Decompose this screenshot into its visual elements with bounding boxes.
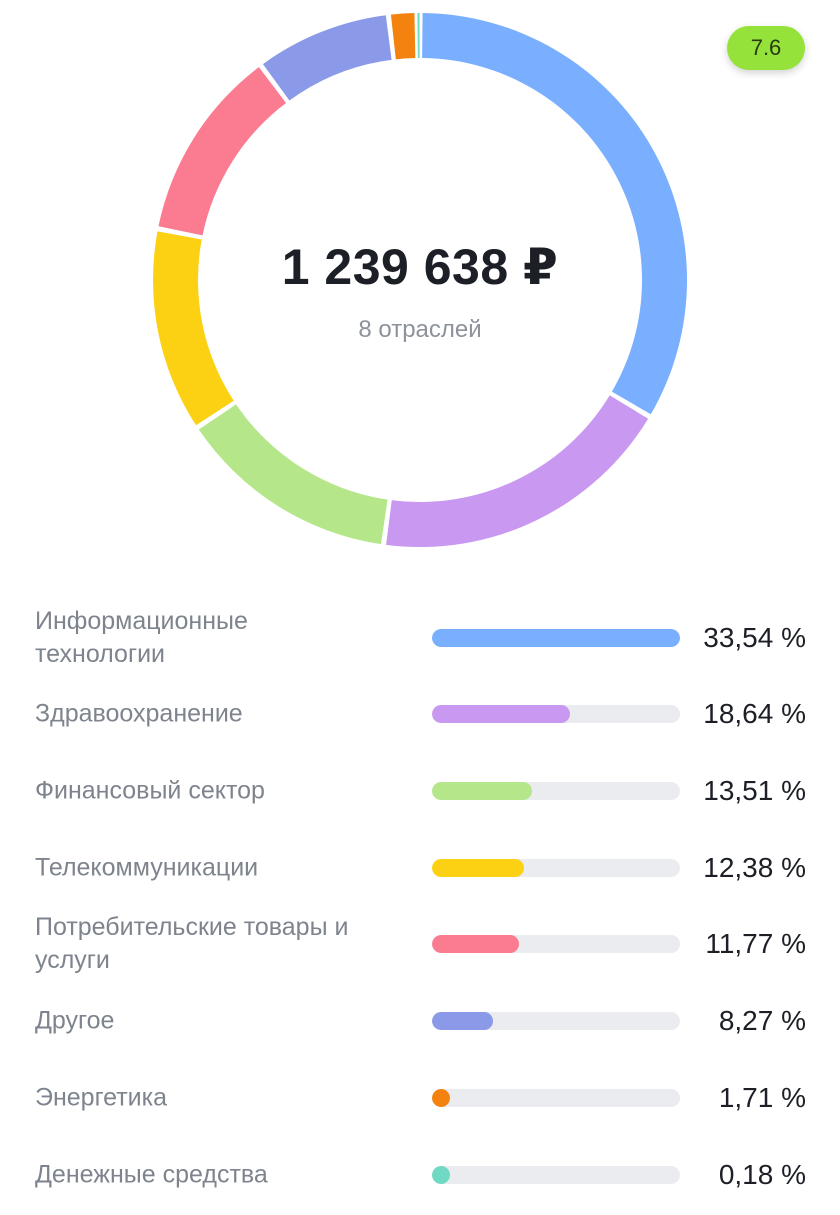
donut-slice[interactable]: [198, 404, 388, 545]
sector-name: Денежные средства: [35, 1160, 268, 1189]
sector-row[interactable]: Денежные средства 0,18 %: [0, 1135, 840, 1215]
share-bar-fill: [432, 782, 532, 800]
share-bar-fill: [432, 705, 570, 723]
donut-slice[interactable]: [417, 13, 420, 59]
share-bar-fill: [432, 1089, 450, 1107]
share-bar-track: [432, 705, 680, 723]
sector-row[interactable]: Телекоммуникации 12,38 %: [0, 828, 840, 908]
sector-percent: 1,71 %: [718, 1082, 806, 1113]
share-bar-track: [432, 859, 680, 877]
sector-row[interactable]: Другое 8,27 %: [0, 981, 840, 1061]
sector-percent: 33,54 %: [703, 622, 806, 653]
share-bar-fill: [432, 629, 680, 647]
sector-percent: 11,77 %: [705, 928, 806, 959]
sector-percent: 8,27 %: [718, 1005, 806, 1036]
sector-name: Финансовый сектор: [35, 776, 265, 805]
sector-row[interactable]: Энергетика 1,71 %: [0, 1058, 840, 1138]
share-bar-fill: [432, 935, 519, 953]
sector-percent: 13,51 %: [703, 775, 806, 806]
donut-slice[interactable]: [262, 15, 392, 101]
sector-name: Другое: [35, 1006, 115, 1035]
sector-name: Телекоммуникации: [35, 853, 259, 882]
sector-count: 8 отраслей: [358, 316, 482, 343]
sector-row[interactable]: Финансовый сектор 13,51 %: [0, 751, 840, 831]
sector-percent: 18,64 %: [703, 698, 806, 729]
sector-percent: 12,38 %: [703, 852, 806, 883]
allocation-donut-chart: 1 239 638 ₽ 8 отраслей: [150, 10, 690, 550]
sector-name: Здравоохранение: [35, 699, 243, 728]
donut-slice[interactable]: [390, 13, 416, 60]
share-bar-track: [432, 935, 680, 953]
share-bar-track: [432, 782, 680, 800]
share-bar-fill: [432, 1012, 493, 1030]
share-bar-track: [432, 1012, 680, 1030]
donut-slice[interactable]: [422, 13, 687, 415]
donut-slice[interactable]: [386, 395, 649, 547]
score-badge[interactable]: 7.6: [727, 26, 805, 70]
share-bar-track: [432, 629, 680, 647]
share-bar-fill: [432, 1166, 450, 1184]
donut-svg: [153, 13, 687, 547]
share-bar-fill: [432, 859, 524, 877]
sector-name: Информационные технологии: [35, 607, 248, 668]
sector-percent: 0,18 %: [718, 1159, 806, 1190]
sector-name: Энергетика: [35, 1083, 168, 1112]
donut-slice[interactable]: [158, 67, 287, 236]
share-bar-track: [432, 1166, 680, 1184]
sector-name: Потребительские товары и услуги: [35, 913, 349, 974]
share-bar-track: [432, 1089, 680, 1107]
sector-row[interactable]: Потребительские товары и услуги 11,77 %: [0, 904, 840, 984]
donut-slice[interactable]: [153, 231, 234, 426]
portfolio-total: 1 239 638 ₽: [281, 239, 559, 295]
sector-row[interactable]: Информационные технологии 33,54 %: [0, 598, 840, 678]
sector-row[interactable]: Здравоохранение 18,64 %: [0, 674, 840, 754]
